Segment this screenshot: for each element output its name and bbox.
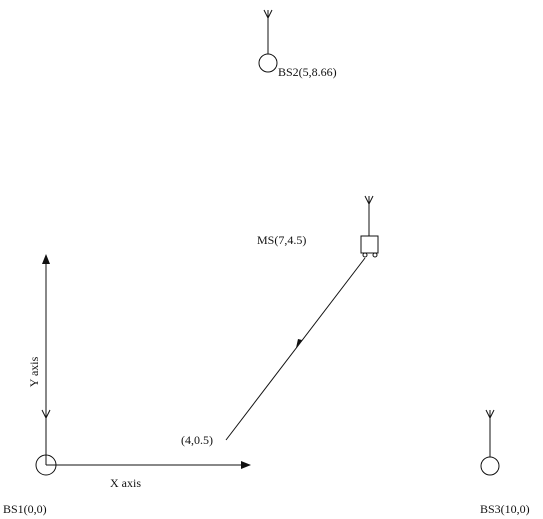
bs3-label: BS3(10,0) [480,502,530,516]
direction-arrow [296,339,302,348]
base-station-bs2 [258,9,278,73]
x-axis-label: X axis [110,476,141,490]
bs2-label: BS2(5,8.66) [278,65,337,79]
y-axis-label: Y axis [27,356,41,387]
trajectory [225,257,366,441]
ms-label: MS(7,4.5) [257,233,306,247]
mobile-station [360,195,379,258]
point-label: (4,0.5) [181,433,213,447]
bs1-label: BS1(0,0) [3,502,47,516]
base-station-bs3 [480,409,500,476]
base-station-bs1 [35,254,251,476]
